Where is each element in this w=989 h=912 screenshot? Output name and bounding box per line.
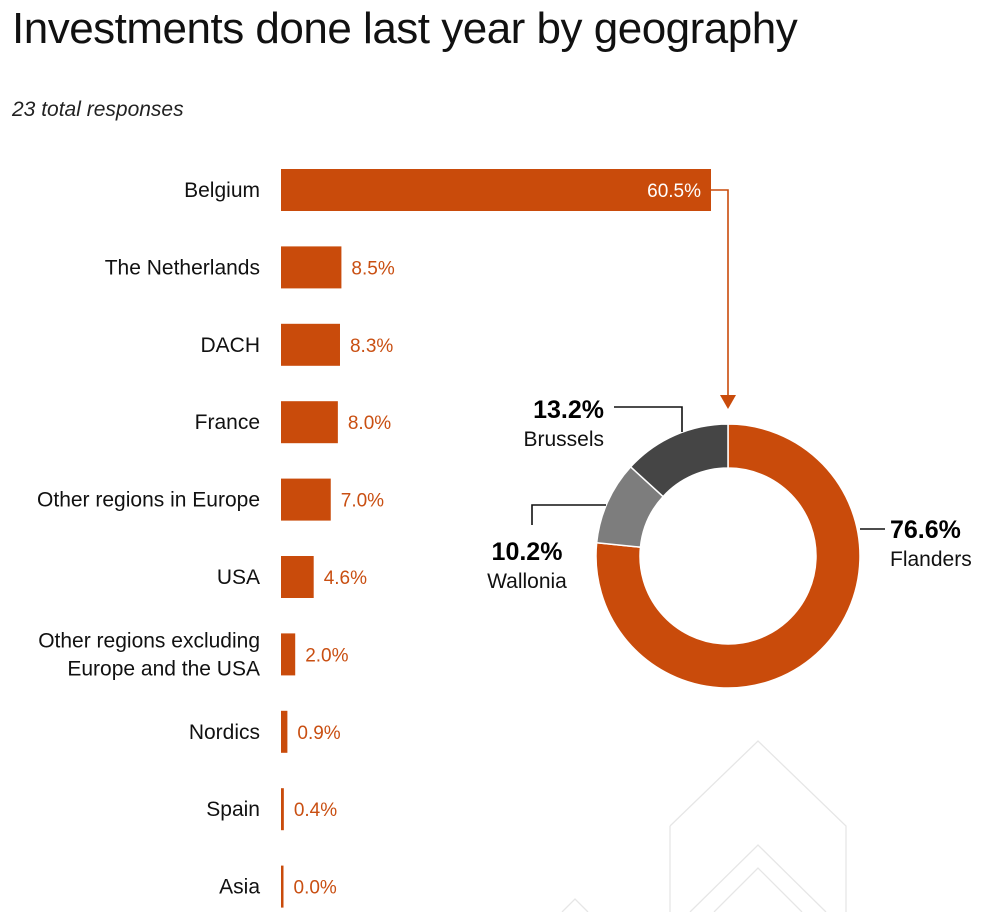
bar-1 <box>281 246 342 289</box>
category-label: Other regions excluding <box>38 629 260 652</box>
donut-slice-brussels <box>629 423 729 498</box>
watermark-chevron <box>669 740 847 912</box>
bar-2 <box>281 323 340 366</box>
category-label: Asia <box>219 876 260 899</box>
data-label: 60.5% <box>647 181 701 202</box>
category-label: France <box>195 411 260 434</box>
donut-label-pct: 13.2% <box>533 396 604 424</box>
connector-arrowhead <box>720 395 736 409</box>
bar-7 <box>281 710 288 753</box>
category-label: DACH <box>200 334 260 357</box>
leader-line-wallonia <box>531 504 606 525</box>
data-label: 0.0% <box>294 878 337 899</box>
leader-line-brussels <box>614 406 683 432</box>
donut-label-name: Wallonia <box>487 570 567 593</box>
chart-subtitle: 23 total responses <box>12 98 184 121</box>
category-label: Nordics <box>189 721 260 744</box>
donut-slice-flanders <box>595 423 861 689</box>
data-label: 8.3% <box>350 336 393 357</box>
donut-label-name: Flanders <box>890 548 972 571</box>
data-label: 0.4% <box>294 800 337 821</box>
bar-3 <box>281 401 338 444</box>
bar-5 <box>281 556 314 598</box>
bar-8 <box>281 788 284 831</box>
data-label: 2.0% <box>305 645 348 666</box>
bar-4 <box>281 478 331 521</box>
bar-6 <box>281 633 296 676</box>
category-label: Europe and the USA <box>67 657 260 680</box>
watermark-chevron <box>689 844 827 912</box>
bar-0 <box>281 169 711 211</box>
chart-title: Investments done last year by geography <box>12 4 798 53</box>
bar-9 <box>281 865 284 908</box>
category-label: Other regions in Europe <box>37 489 260 512</box>
donut-label-pct: 76.6% <box>890 516 961 544</box>
data-label: 8.0% <box>348 413 391 434</box>
data-label: 8.5% <box>351 258 394 279</box>
data-label: 7.0% <box>341 491 384 512</box>
watermark-chevron <box>561 898 589 912</box>
category-label: Spain <box>206 798 260 821</box>
data-label: 4.6% <box>324 568 367 589</box>
donut-label-pct: 10.2% <box>492 538 563 566</box>
data-label: 0.9% <box>297 723 340 744</box>
category-label: Belgium <box>184 179 260 202</box>
category-label: USA <box>217 566 260 589</box>
watermark-chevron <box>713 867 803 912</box>
connector-line <box>711 189 729 398</box>
category-label: The Netherlands <box>105 256 260 279</box>
donut-label-name: Brussels <box>523 428 604 451</box>
